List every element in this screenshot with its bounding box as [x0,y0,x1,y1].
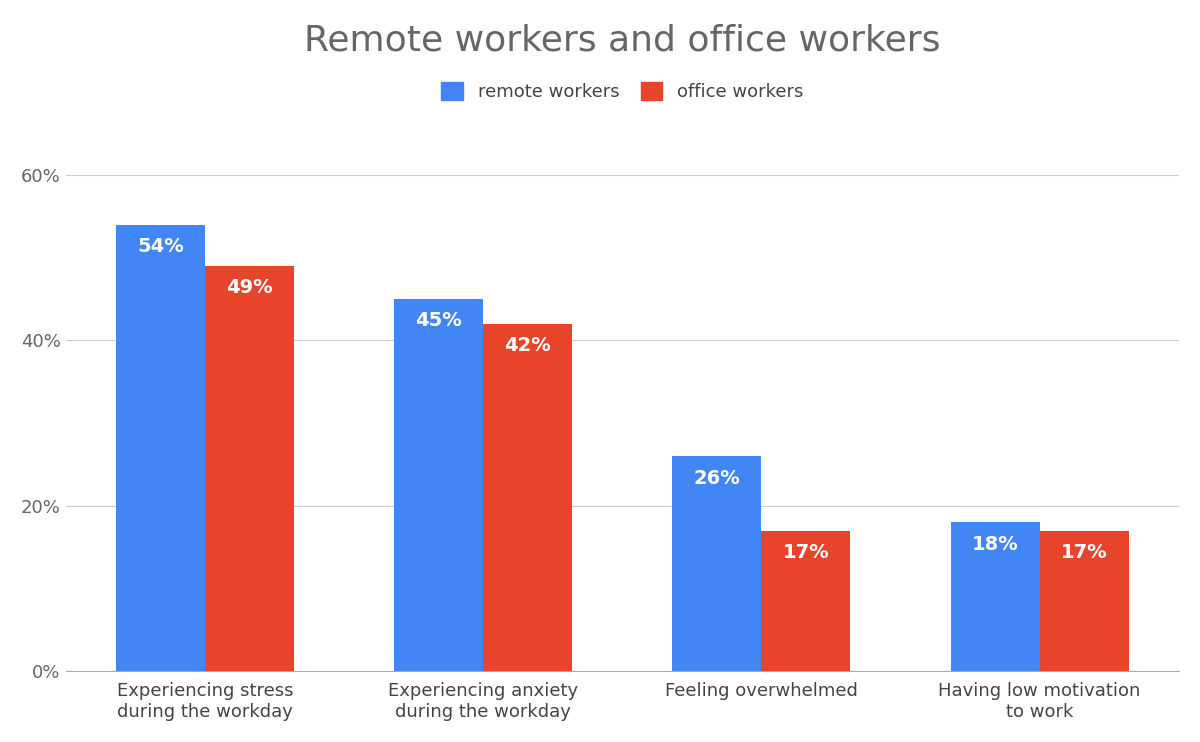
Text: 42%: 42% [504,336,551,355]
Bar [484,324,572,672]
Bar [395,299,484,672]
Bar [672,456,762,672]
Text: 54%: 54% [137,237,184,256]
Legend: remote workers, office workers: remote workers, office workers [432,73,812,110]
Text: 17%: 17% [782,543,829,562]
Text: 17%: 17% [1061,543,1108,562]
Text: 49%: 49% [227,278,272,298]
Text: 45%: 45% [415,312,462,330]
Bar [762,531,851,672]
Bar [205,266,294,672]
Bar [950,522,1039,672]
Bar [116,225,205,672]
Text: 18%: 18% [972,535,1019,554]
Text: 26%: 26% [694,469,740,487]
Bar [1039,531,1128,672]
Title: Remote workers and office workers: Remote workers and office workers [304,23,941,57]
